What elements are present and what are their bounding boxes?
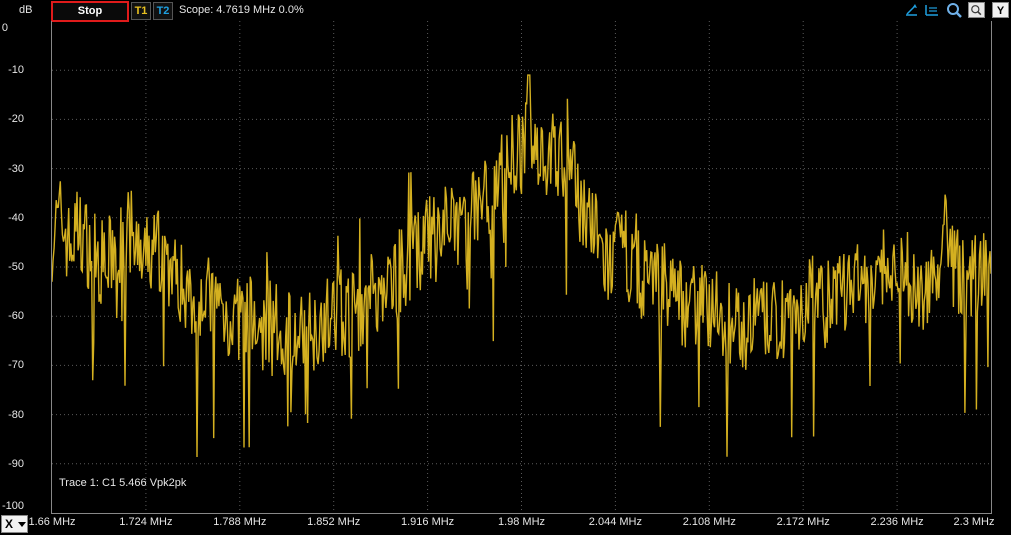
y-tick-label: -40 [8,211,24,224]
x-axis-selector-label: X [5,517,14,531]
stop-button[interactable]: Stop [51,1,129,22]
y-tick-label: -100 [1,500,24,512]
y-tick-label: -50 [8,261,24,273]
x-tick-label: 2.108 MHz [682,516,736,528]
y-tick-label: -70 [8,359,24,372]
scope-readout: Scope: 4.7619 MHz 0.0% [179,4,304,16]
spectrum-chart [52,21,991,513]
spectrum-plot[interactable] [51,21,992,514]
y-tick-label: -30 [8,162,24,175]
cursor-pick-icon[interactable] [903,2,920,18]
y-tick-label: -80 [8,408,24,421]
x-tick-label: 1.98 MHz [497,516,546,528]
x-tick-label: 1.852 MHz [307,516,361,528]
x-tick-label: 2.172 MHz [776,516,830,528]
x-tick-label: 1.916 MHz [400,516,455,528]
trace-2-button[interactable]: T2 [153,2,173,20]
x-tick-label: 1.66 MHz [28,516,76,528]
y-tick-label: -90 [8,457,24,470]
chevron-down-icon [18,522,26,527]
y-tick-label: -20 [8,113,24,126]
trace-info: Trace 1: C1 5.466 Vpk2pk [59,477,187,489]
y-unit-label: dB [19,4,33,16]
trace-1-line [52,74,991,458]
y-axis-button[interactable]: Y [992,2,1009,18]
toolbar: dB Stop T1 T2 Scope: 4.7619 MHz 0.0% Y [0,0,1011,22]
y-tick-label: -10 [8,64,24,77]
x-tick-label: 1.724 MHz [119,516,173,528]
x-tick-label: 2.044 MHz [588,516,642,528]
cursor-lines-icon[interactable] [923,2,940,18]
y-tick-label: 0 [1,22,8,34]
x-axis-selector[interactable]: X [1,515,28,533]
x-tick-label: 2.236 MHz [870,516,924,528]
x-tick-label: 1.788 MHz [213,516,267,528]
x-tick-label: 2.3 MHz [953,516,995,528]
zoom-fit-icon[interactable] [968,2,985,18]
zoom-icon[interactable] [946,2,963,18]
trace-1-button[interactable]: T1 [131,2,151,20]
y-tick-label: -60 [8,310,24,323]
